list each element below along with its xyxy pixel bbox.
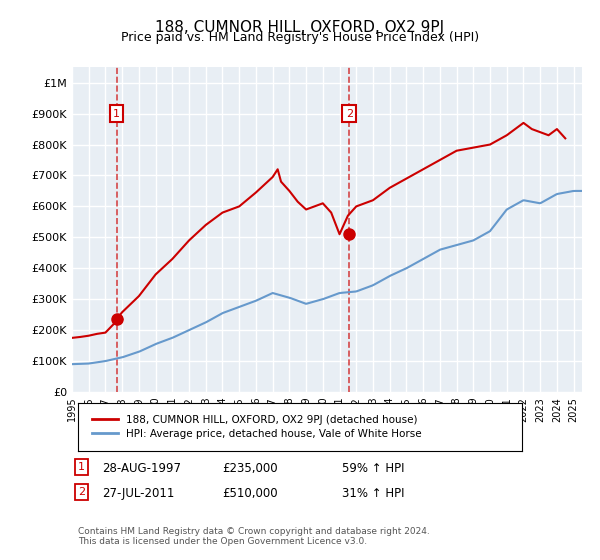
Text: Contains HM Land Registry data © Crown copyright and database right 2024.
This d: Contains HM Land Registry data © Crown c…: [78, 526, 430, 546]
Legend: 188, CUMNOR HILL, OXFORD, OX2 9PJ (detached house), HPI: Average price, detached: 188, CUMNOR HILL, OXFORD, OX2 9PJ (detac…: [88, 410, 426, 444]
Text: £235,000: £235,000: [222, 462, 278, 475]
Text: 1: 1: [113, 109, 120, 119]
Text: 2: 2: [78, 487, 85, 497]
Text: 188, CUMNOR HILL, OXFORD, OX2 9PJ: 188, CUMNOR HILL, OXFORD, OX2 9PJ: [155, 20, 445, 35]
Text: 31% ↑ HPI: 31% ↑ HPI: [342, 487, 404, 500]
Text: 1: 1: [78, 462, 85, 472]
Text: 59% ↑ HPI: 59% ↑ HPI: [342, 462, 404, 475]
Text: £510,000: £510,000: [222, 487, 278, 500]
Text: 27-JUL-2011: 27-JUL-2011: [102, 487, 175, 500]
Text: Price paid vs. HM Land Registry's House Price Index (HPI): Price paid vs. HM Land Registry's House …: [121, 31, 479, 44]
Text: 2: 2: [346, 109, 353, 119]
Text: 28-AUG-1997: 28-AUG-1997: [102, 462, 181, 475]
